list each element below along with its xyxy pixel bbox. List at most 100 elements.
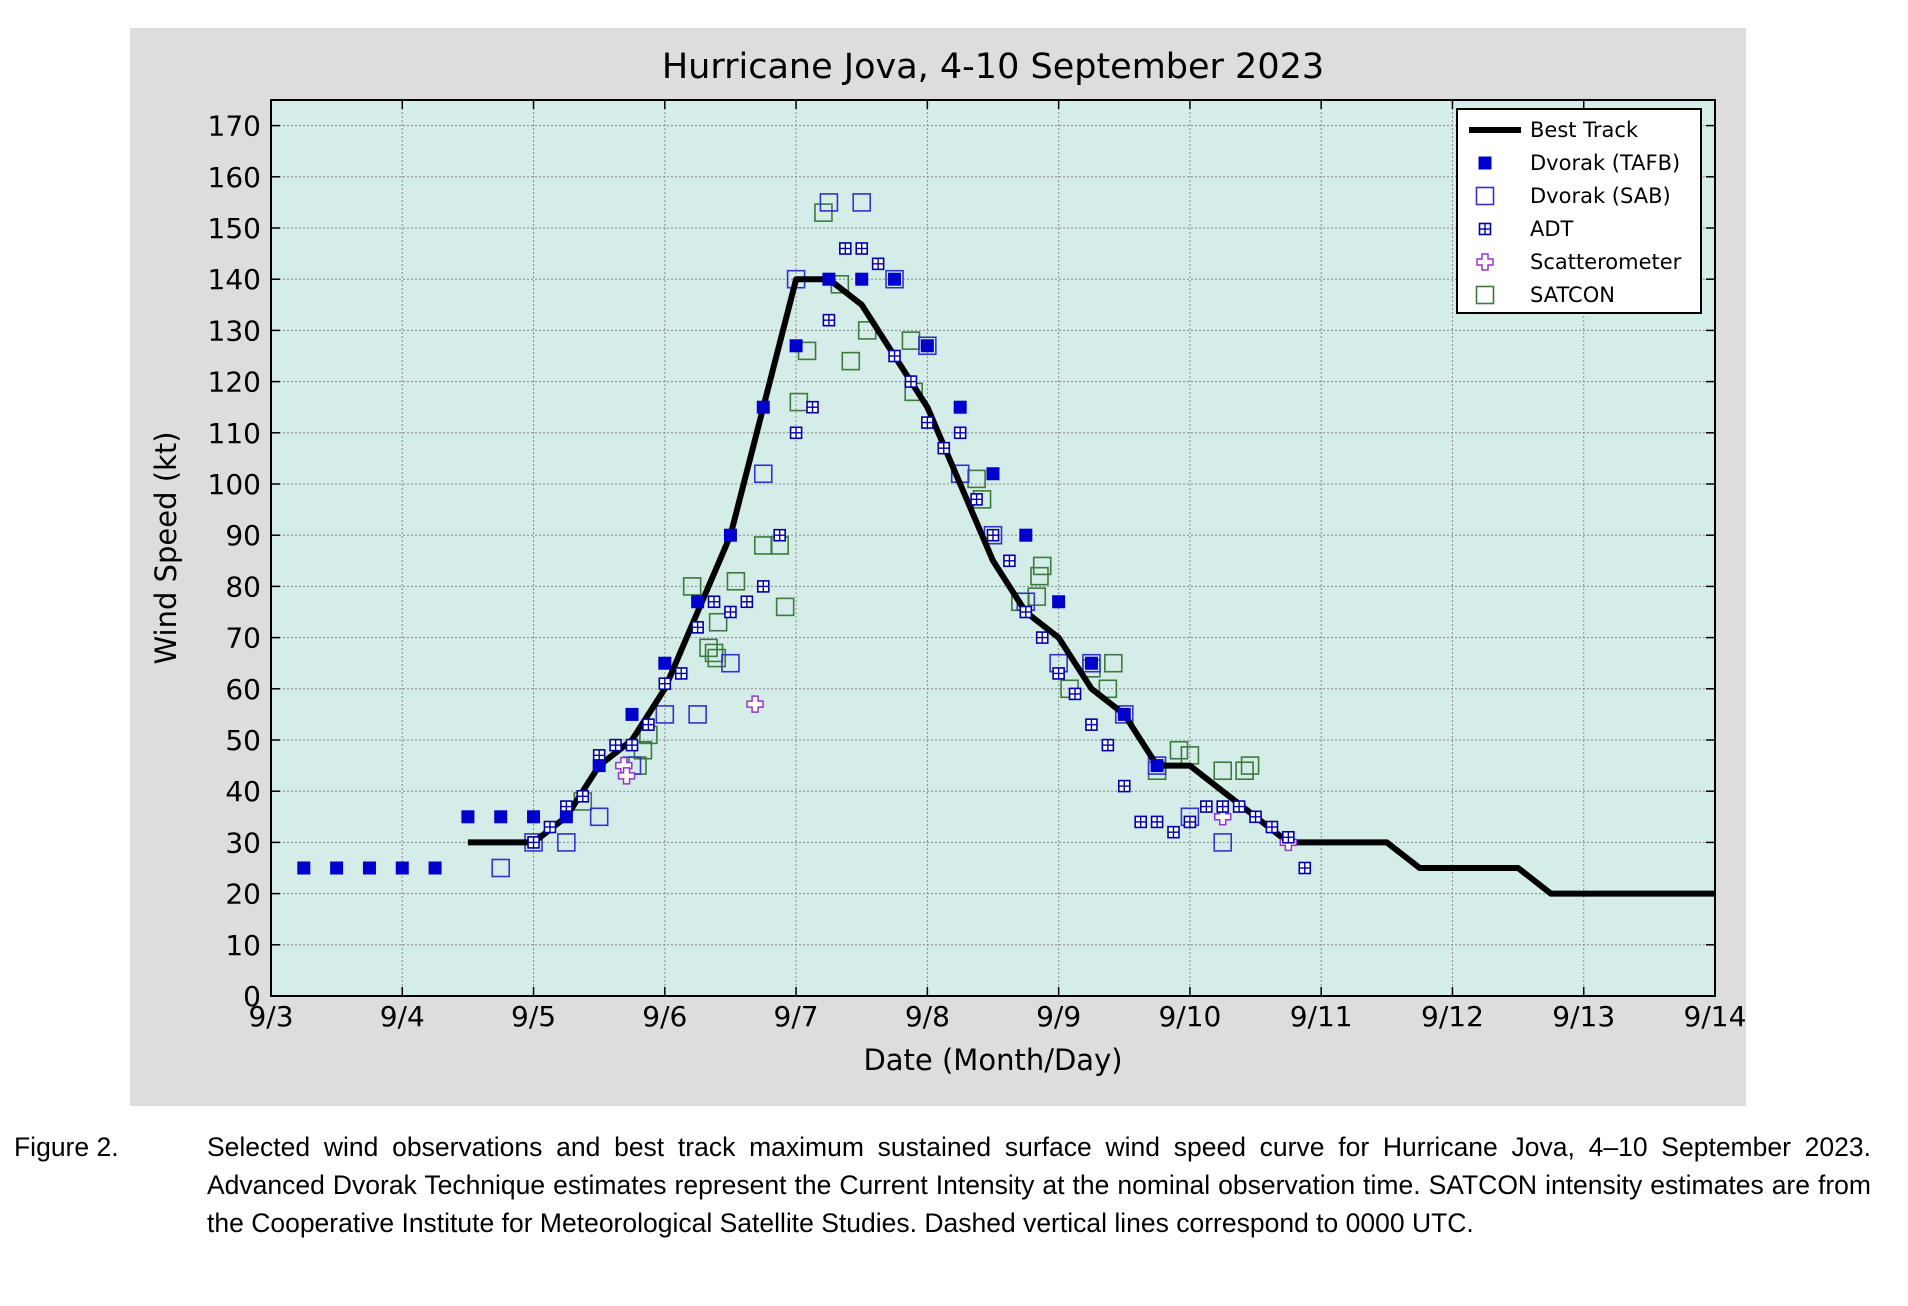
x-tick-label: 9/11 — [1290, 1000, 1353, 1033]
x-tick-label: 9/7 — [774, 1000, 819, 1033]
point-dvorak-sab — [491, 858, 511, 878]
y-tick-label: 100 — [208, 468, 261, 501]
y-tick-label: 150 — [208, 212, 261, 245]
y-tick-label: 160 — [208, 161, 261, 194]
point-satcon — [1032, 556, 1052, 576]
y-tick-label: 10 — [225, 929, 261, 962]
point-dvorak-tafb — [920, 339, 934, 353]
x-tick-label: 9/13 — [1552, 1000, 1615, 1033]
point-satcon — [814, 203, 833, 222]
plot-frame — [270, 99, 1716, 997]
legend-label-adt: ADT — [1530, 217, 1574, 241]
point-dvorak-sab — [557, 833, 576, 852]
point-dvorak-tafb — [789, 339, 803, 353]
point-adt — [855, 242, 869, 255]
point-adt — [937, 441, 951, 455]
point-satcon — [1030, 566, 1049, 586]
point-adt — [756, 580, 770, 593]
point-scatterometer — [1213, 808, 1232, 826]
x-tick-label: 9/3 — [248, 1000, 293, 1033]
point-adt — [953, 426, 967, 440]
x-tick-label: 9/8 — [905, 1000, 950, 1033]
point-dvorak-tafb — [395, 861, 409, 875]
point-adt — [1200, 800, 1213, 813]
legend-swatch-satcon — [1475, 285, 1495, 305]
point-adt — [1282, 830, 1295, 844]
legend-box — [1456, 108, 1702, 314]
point-adt — [543, 820, 557, 834]
point-adt — [1134, 815, 1147, 829]
point-dvorak-sab — [589, 807, 609, 827]
point-adt — [1216, 800, 1230, 813]
point-adt — [970, 493, 983, 506]
point-adt — [740, 595, 754, 609]
point-adt — [921, 416, 934, 429]
point-dvorak-sab — [1213, 833, 1233, 852]
point-satcon — [1169, 740, 1189, 760]
y-tick-label: 170 — [208, 110, 261, 143]
point-dvorak-tafb — [1117, 707, 1131, 721]
point-satcon — [708, 612, 728, 632]
point-dvorak-tafb — [756, 400, 770, 414]
point-dvorak-tafb — [723, 528, 737, 542]
x-tick-label: 9/12 — [1421, 1000, 1484, 1033]
point-satcon — [1104, 653, 1123, 673]
caption-text: Selected wind observations and best trac… — [207, 1132, 1871, 1238]
point-dvorak-tafb — [1052, 595, 1066, 609]
point-dvorak-tafb — [953, 400, 967, 414]
legend-swatch-dvorak-sab — [1475, 186, 1495, 206]
legend: Best Track Dvorak (TAFB) Dvorak (SAB) ADT Sc… — [1456, 108, 1702, 314]
point-adt — [724, 605, 737, 619]
point-dvorak-tafb — [822, 272, 836, 286]
point-satcon — [1213, 761, 1233, 781]
point-adt — [1068, 687, 1082, 701]
point-adt — [1183, 815, 1197, 829]
point-adt — [773, 528, 786, 542]
point-satcon — [1235, 761, 1254, 781]
series-line-best-track — [467, 276, 1715, 897]
point-adt — [1298, 861, 1312, 875]
y-tick-label: 50 — [225, 724, 261, 757]
point-adt — [527, 836, 540, 849]
point-dvorak-tafb — [888, 272, 902, 286]
point-adt — [1019, 605, 1033, 619]
point-adt — [822, 313, 836, 327]
point-dvorak-tafb — [625, 707, 639, 721]
x-tick-label: 9/5 — [511, 1000, 556, 1033]
point-adt — [1150, 815, 1164, 829]
point-dvorak-tafb — [559, 810, 573, 824]
y-tick-label: 20 — [225, 878, 261, 911]
axis-ticks: 9/3 9/4 9/5 9/6 9/7 9/8 9/9 9/10 9/11 9/12 9/13 9/1… — [208, 100, 1746, 1033]
point-dvorak-sab — [852, 193, 872, 212]
y-tick-label: 90 — [225, 519, 261, 552]
point-adt — [904, 375, 918, 388]
x-tick-label: 9/6 — [642, 1000, 687, 1033]
point-dvorak-sab — [885, 269, 904, 289]
series-layer — [297, 193, 1715, 897]
point-dvorak-sab — [1082, 653, 1101, 673]
point-adt — [888, 349, 901, 363]
point-dvorak-tafb — [1019, 528, 1033, 542]
x-tick-label: 9/10 — [1158, 1000, 1221, 1033]
y-tick-label: 80 — [225, 570, 261, 603]
point-adt — [1249, 810, 1262, 824]
legend-label-scatterometer: Scatterometer — [1530, 250, 1682, 274]
point-adt — [609, 738, 622, 752]
y-tick-label: 130 — [208, 314, 261, 347]
point-scatterometer — [746, 695, 764, 713]
point-satcon — [1027, 587, 1047, 606]
legend-label-dvorak-sab: Dvorak (SAB) — [1530, 184, 1671, 208]
point-satcon — [707, 648, 727, 668]
y-axis-label: Wind Speed (kt) — [149, 431, 183, 664]
point-dvorak-tafb — [461, 810, 475, 824]
point-dvorak-sab — [1114, 705, 1134, 724]
y-tick-label: 120 — [208, 366, 261, 399]
point-dvorak-sab — [655, 705, 675, 724]
chart-panel: 9/3 9/4 9/5 9/6 9/7 9/8 9/9 9/10 9/11 9/12 9/13 9/1… — [130, 28, 1746, 1106]
y-tick-label: 30 — [225, 826, 261, 859]
point-adt — [1052, 667, 1065, 680]
point-adt — [1035, 631, 1049, 644]
point-dvorak-tafb — [527, 810, 541, 824]
point-adt — [576, 790, 590, 803]
point-dvorak-tafb — [1150, 759, 1164, 773]
